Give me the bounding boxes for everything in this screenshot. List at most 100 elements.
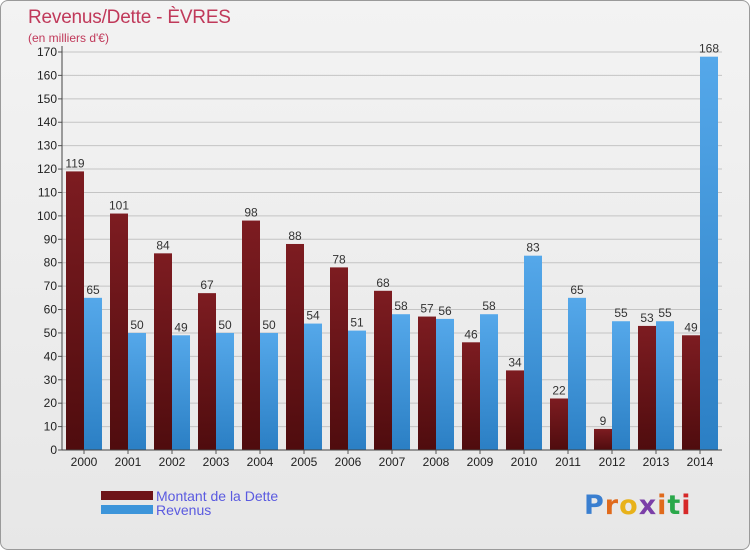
data-label-revenus: 65 <box>570 283 584 297</box>
legend-swatch-revenus <box>101 505 153 514</box>
bar-revenus-2010 <box>524 255 542 450</box>
legend-label-revenus: Revenus <box>156 502 211 518</box>
data-label-dette: 84 <box>156 238 170 252</box>
data-label-dette: 119 <box>65 156 84 170</box>
bar-revenus-2012 <box>612 321 630 450</box>
y-tick-label: 90 <box>44 232 58 246</box>
legend-label-dette: Montant de la Dette <box>156 488 278 504</box>
bar-revenus-2004 <box>260 332 278 450</box>
bar-dette-2012 <box>594 428 612 450</box>
x-tick-label: 2008 <box>423 455 450 469</box>
y-tick-label: 20 <box>44 396 58 410</box>
y-tick-label: 80 <box>44 256 58 270</box>
bar-revenus-2008 <box>436 318 454 450</box>
y-tick-label: 160 <box>37 68 57 82</box>
bars-group <box>66 56 718 451</box>
x-tick-labels: 2000 2001 2002 2003 2004 2005 2006 2007 2008 2009… <box>71 455 714 469</box>
bar-revenus-2006 <box>348 330 366 450</box>
data-label-revenus: 49 <box>174 320 188 334</box>
bar-dette-2013 <box>638 325 656 450</box>
bar-dette-2007 <box>374 290 392 450</box>
x-tick-label: 2006 <box>335 455 362 469</box>
x-tick-label: 2007 <box>379 455 406 469</box>
bar-dette-2004 <box>242 220 260 450</box>
bar-revenus-2002 <box>172 335 190 450</box>
bar-dette-2006 <box>330 267 348 450</box>
y-tick-label: 40 <box>44 349 58 363</box>
x-tick-label: 2004 <box>247 455 274 469</box>
bar-revenus-2013 <box>656 321 674 450</box>
bar-dette-2011 <box>550 398 568 450</box>
data-label-revenus: 50 <box>130 318 144 332</box>
data-label-revenus: 55 <box>614 306 628 320</box>
data-label-revenus: 58 <box>482 299 496 313</box>
data-labels: 119 65 101 50 84 49 67 50 98 50 88 54 78 51 68 58 57 56 46… <box>65 42 719 428</box>
chart-title: Revenus/Dette - ÈVRES <box>28 7 231 28</box>
bar-dette-2005 <box>286 243 304 450</box>
x-tick-label: 2003 <box>203 455 230 469</box>
bar-revenus-2011 <box>568 297 586 450</box>
bar-dette-2008 <box>418 316 436 450</box>
data-label-revenus: 83 <box>526 241 540 255</box>
bar-dette-2001 <box>110 213 128 450</box>
y-tick-label: 170 <box>37 45 57 59</box>
data-label-dette: 34 <box>508 355 522 369</box>
y-tick-label: 140 <box>37 115 57 129</box>
data-label-revenus: 56 <box>438 304 452 318</box>
x-tick-label: 2010 <box>511 455 538 469</box>
bar-dette-2009 <box>462 342 480 450</box>
x-tick-label: 2012 <box>599 455 626 469</box>
y-tick-label: 0 <box>50 443 57 457</box>
data-label-dette: 67 <box>200 278 214 292</box>
y-tick-label: 110 <box>38 185 57 199</box>
data-label-revenus: 51 <box>350 316 364 330</box>
x-tick-label: 2000 <box>71 455 98 469</box>
data-label-dette: 22 <box>552 383 566 397</box>
data-label-dette: 49 <box>684 320 698 334</box>
y-tick-label: 150 <box>37 92 57 106</box>
y-tick-label: 10 <box>44 420 58 434</box>
bar-dette-2010 <box>506 370 524 450</box>
y-tick-label: 50 <box>44 326 58 340</box>
y-tick-label: 100 <box>37 209 57 223</box>
x-tick-label: 2009 <box>467 455 494 469</box>
bar-dette-2014 <box>682 335 700 450</box>
y-tick-labels: 0 10 20 30 40 50 60 70 80 90 100 110 120 130 140 150 160… <box>37 45 57 457</box>
data-label-revenus: 58 <box>394 299 408 313</box>
bar-revenus-2007 <box>392 314 410 450</box>
x-tick-label: 2014 <box>687 455 714 469</box>
chart-subtitle: (en milliers d'€) <box>28 31 109 45</box>
bar-revenus-2005 <box>304 323 322 450</box>
proxiti-logo: Proxiti <box>584 490 692 521</box>
y-tick-label: 70 <box>44 279 58 293</box>
axes-group <box>61 46 722 454</box>
data-label-revenus: 50 <box>262 318 276 332</box>
x-tick-label: 2013 <box>643 455 670 469</box>
data-label-dette: 101 <box>109 199 129 213</box>
bar-revenus-2000 <box>84 297 102 450</box>
data-label-revenus: 54 <box>306 309 320 323</box>
legend-swatch-dette <box>101 491 153 500</box>
y-tick-label: 60 <box>44 303 58 317</box>
x-tick-label: 2002 <box>159 455 186 469</box>
data-label-dette: 9 <box>600 414 607 428</box>
data-label-revenus: 55 <box>658 306 672 320</box>
bar-dette-2003 <box>198 293 216 450</box>
data-label-dette: 88 <box>288 229 302 243</box>
bar-revenus-2003 <box>216 332 234 450</box>
y-tick-label: 120 <box>37 162 57 176</box>
y-tick-label: 130 <box>37 139 57 153</box>
x-tick-label: 2011 <box>555 455 581 469</box>
data-label-revenus: 65 <box>86 283 100 297</box>
data-label-revenus: 50 <box>218 318 232 332</box>
data-label-revenus: 168 <box>699 42 719 56</box>
data-label-dette: 57 <box>420 302 434 316</box>
data-label-dette: 46 <box>464 327 478 341</box>
data-label-dette: 78 <box>332 252 346 266</box>
bar-dette-2002 <box>154 253 172 450</box>
bar-revenus-2001 <box>128 332 146 450</box>
data-label-dette: 98 <box>244 206 258 220</box>
